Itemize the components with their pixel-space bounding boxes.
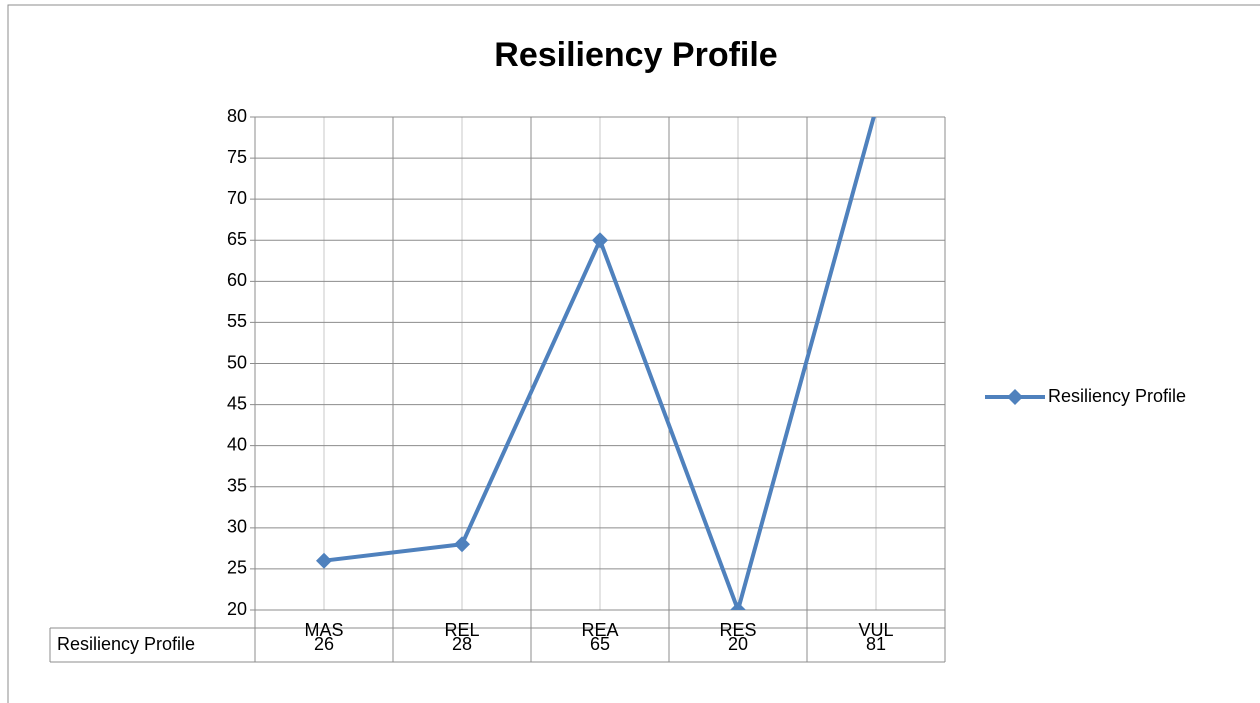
y-tick-label: 40 xyxy=(227,434,247,454)
y-tick-label: 70 xyxy=(227,188,247,208)
y-tick-label: 75 xyxy=(227,147,247,167)
y-tick-label: 20 xyxy=(227,599,247,619)
marker xyxy=(316,552,332,569)
marker xyxy=(730,602,746,610)
chart-frame xyxy=(7,4,1260,703)
marker xyxy=(592,232,608,249)
marker xyxy=(868,101,884,117)
chart-title: Resiliency Profile xyxy=(494,36,777,74)
y-tick-label: 60 xyxy=(227,270,247,290)
table-cell: 81 xyxy=(866,634,886,654)
series xyxy=(316,101,884,610)
x-tick-label: RES xyxy=(719,620,756,640)
x-tick-label: REA xyxy=(581,620,618,640)
table-cell: 26 xyxy=(314,634,334,654)
x-tick-label: VUL xyxy=(858,620,893,640)
y-tick-label: 55 xyxy=(227,311,247,331)
x-tick-label: MAS xyxy=(304,620,343,640)
y-tick-label: 35 xyxy=(227,476,247,496)
y-tick-label: 25 xyxy=(227,558,247,578)
marker xyxy=(454,536,470,553)
y-tick-label: 65 xyxy=(227,229,247,249)
table-cell: 28 xyxy=(452,634,472,654)
legend-label: Resiliency Profile xyxy=(1048,386,1186,406)
legend-marker xyxy=(1007,389,1023,405)
y-tick-label: 80 xyxy=(227,106,247,126)
y-tick-label: 50 xyxy=(227,352,247,372)
y-tick-label: 30 xyxy=(227,517,247,537)
x-tick-label: REL xyxy=(444,620,479,640)
y-tick-label: 45 xyxy=(227,393,247,413)
table-cell: 20 xyxy=(728,634,748,654)
table-cell: 65 xyxy=(590,634,610,654)
table-row-label: Resiliency Profile xyxy=(57,634,195,654)
